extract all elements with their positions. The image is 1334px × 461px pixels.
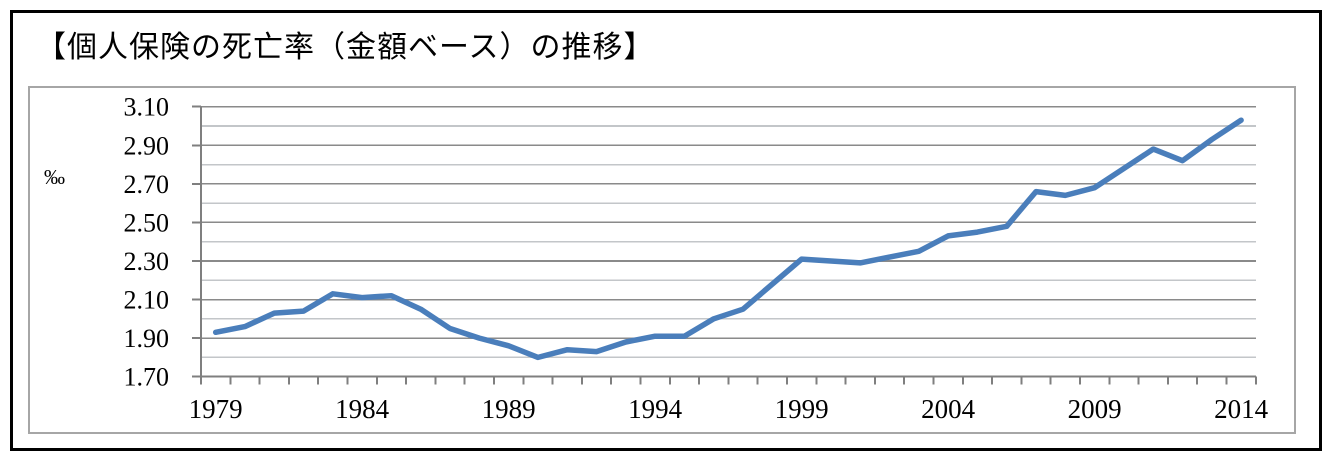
x-tick-label: 2014 xyxy=(1214,394,1269,424)
y-tick-label: 2.70 xyxy=(124,170,170,199)
y-axis-unit-label: ‰ xyxy=(44,165,65,189)
y-tick-label: 2.30 xyxy=(124,247,170,276)
x-tick-label: 1989 xyxy=(482,394,536,424)
y-tick-label: 1.70 xyxy=(124,363,170,392)
mortality-rate-series-line xyxy=(212,117,1244,361)
y-tick-label: 2.90 xyxy=(124,131,170,160)
y-tick-label: 2.50 xyxy=(124,208,170,237)
x-tick-label: 1984 xyxy=(335,394,390,424)
figure-title: 【個人保険の死亡率（金額ベース）の推移】 xyxy=(36,31,655,64)
x-tick-label: 2004 xyxy=(921,394,976,424)
y-tick-label: 3.10 xyxy=(124,93,170,122)
y-tick-label: 2.10 xyxy=(124,286,170,315)
x-tick-label: 1994 xyxy=(628,394,683,424)
y-tick-label: 1.90 xyxy=(124,324,170,353)
x-tick-label: 1999 xyxy=(775,394,829,424)
x-tick-label: 2009 xyxy=(1068,394,1122,424)
x-tick-label: 1979 xyxy=(189,394,243,424)
